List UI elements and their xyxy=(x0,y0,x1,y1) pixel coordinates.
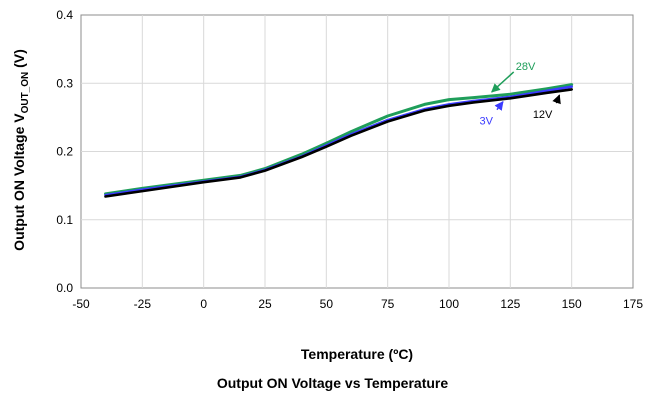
x-axis-title: Temperature (ºC) xyxy=(301,346,413,362)
annotation-arrow-28v xyxy=(491,71,515,93)
y-tick-labels: 0.0 0.1 0.2 0.3 0.4 xyxy=(56,8,73,295)
x-tick-label: -25 xyxy=(134,297,152,311)
series-lines xyxy=(104,83,574,198)
y-tick-label: 0.2 xyxy=(56,145,73,159)
series-annotations: 28V 3V 12V xyxy=(480,61,561,128)
y-tick-label: 0.4 xyxy=(56,8,73,22)
annotation-arrow-12v xyxy=(552,94,561,105)
x-tick-label: 0 xyxy=(200,297,207,311)
y-tick-label: 0.3 xyxy=(56,76,73,90)
y-axis-title-main: Output ON Voltage V xyxy=(11,113,27,251)
grid-lines xyxy=(81,15,633,288)
x-tick-label: -50 xyxy=(72,297,90,311)
x-tick-label: 175 xyxy=(623,297,643,311)
figure-caption: Output ON Voltage vs Temperature xyxy=(216,375,449,391)
x-tick-label: 25 xyxy=(258,297,272,311)
y-axis-title-subscript: OUT_ON xyxy=(20,72,31,114)
x-tick-label: 100 xyxy=(439,297,459,311)
x-tick-label: 75 xyxy=(381,297,395,311)
annotation-label-28v: 28V xyxy=(516,61,536,73)
series-line-28v xyxy=(104,83,574,196)
y-tick-label: 0.0 xyxy=(56,281,73,295)
x-tick-label: 150 xyxy=(562,297,582,311)
annotation-arrow-3v xyxy=(494,100,504,111)
x-tick-label: 50 xyxy=(320,297,334,311)
y-tick-label: 0.1 xyxy=(56,213,73,227)
annotation-label-3v: 3V xyxy=(480,116,494,128)
x-tick-labels: -50 -25 0 25 50 75 100 125 150 175 xyxy=(72,297,643,311)
annotation-label-12v: 12V xyxy=(533,109,553,121)
y-axis-title-unit: (V) xyxy=(11,49,27,72)
y-axis-title: Output ON Voltage VOUT_ON (V) xyxy=(11,49,31,251)
series-line-12v xyxy=(104,88,574,198)
x-tick-label: 125 xyxy=(500,297,520,311)
